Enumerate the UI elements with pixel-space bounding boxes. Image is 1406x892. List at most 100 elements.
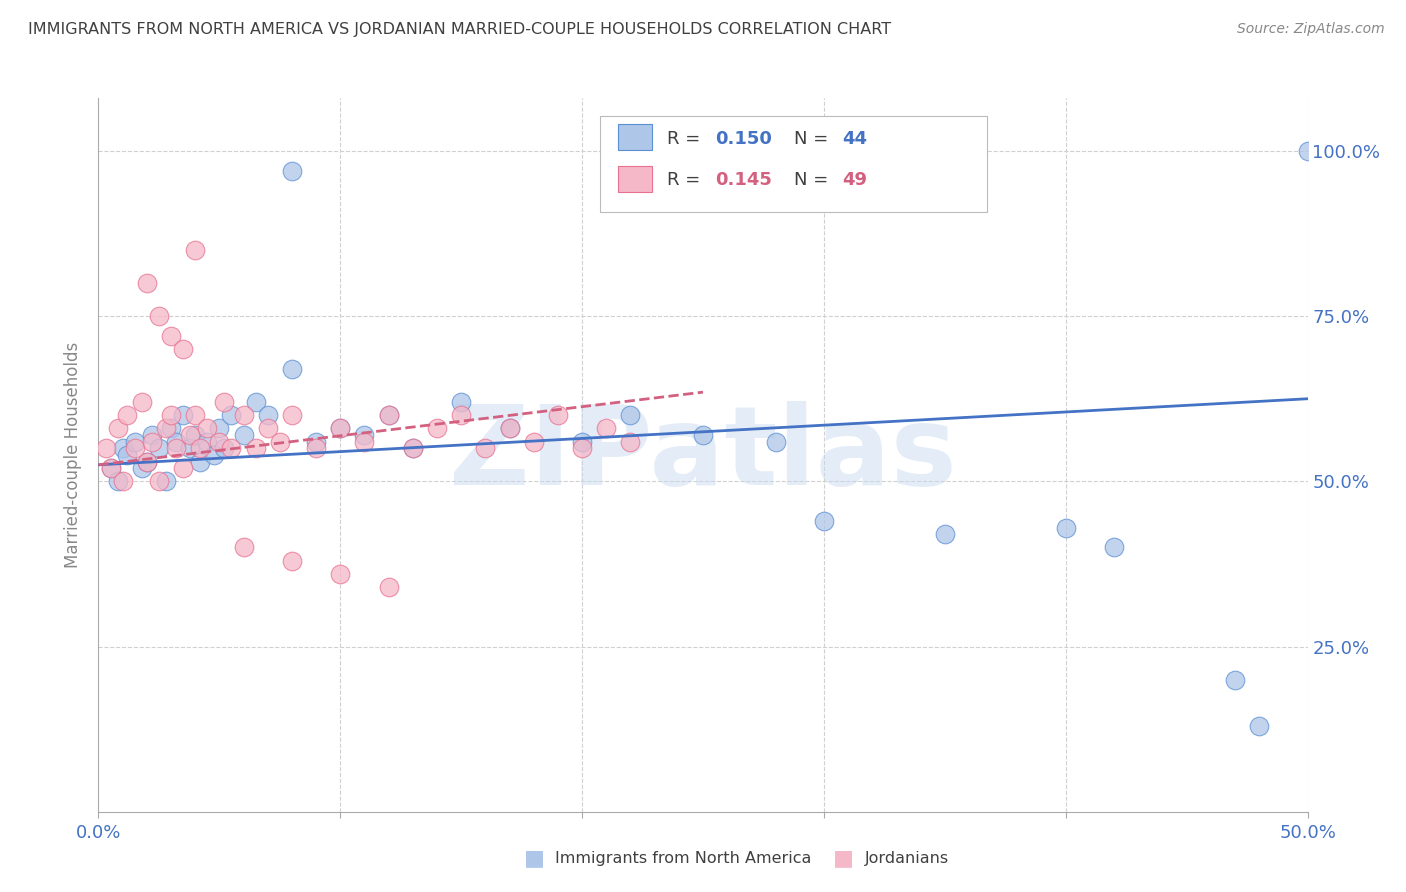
Point <box>765 434 787 449</box>
Point <box>212 395 235 409</box>
Point <box>208 434 231 449</box>
Point <box>353 434 375 449</box>
Point <box>208 421 231 435</box>
Point <box>595 421 617 435</box>
Point <box>281 409 304 423</box>
Point <box>100 461 122 475</box>
Point <box>377 580 399 594</box>
Point <box>1249 719 1271 733</box>
Point <box>221 442 243 456</box>
Point <box>148 475 170 489</box>
Point <box>111 442 134 456</box>
Text: ■: ■ <box>524 848 544 868</box>
Point <box>450 395 472 409</box>
Y-axis label: Married-couple Households: Married-couple Households <box>65 342 83 568</box>
Point <box>474 442 496 456</box>
Point <box>1054 520 1077 534</box>
Point <box>117 409 139 423</box>
Point <box>141 428 163 442</box>
Point <box>172 461 194 475</box>
Point <box>305 434 328 449</box>
FancyBboxPatch shape <box>619 166 652 193</box>
Point <box>184 409 207 423</box>
Point <box>188 442 211 456</box>
Point <box>245 395 267 409</box>
Point <box>498 421 520 435</box>
Point <box>160 409 183 423</box>
Text: Immigrants from North America: Immigrants from North America <box>555 851 811 865</box>
Point <box>179 442 201 456</box>
Point <box>117 448 139 462</box>
Point <box>111 475 134 489</box>
Point <box>172 409 194 423</box>
Point <box>426 421 449 435</box>
Point <box>184 428 207 442</box>
Point <box>329 566 352 581</box>
Point <box>155 475 177 489</box>
Point <box>692 428 714 442</box>
Point <box>281 554 304 568</box>
Point <box>402 442 425 456</box>
Text: IMMIGRANTS FROM NORTH AMERICA VS JORDANIAN MARRIED-COUPLE HOUSEHOLDS CORRELATION: IMMIGRANTS FROM NORTH AMERICA VS JORDANI… <box>28 22 891 37</box>
Point <box>329 421 352 435</box>
Point <box>165 434 187 449</box>
Point <box>141 434 163 449</box>
Point <box>281 362 304 376</box>
Point <box>571 442 593 456</box>
Text: R =: R = <box>666 130 706 148</box>
FancyBboxPatch shape <box>619 124 652 150</box>
Point <box>135 276 157 290</box>
Point <box>305 442 328 456</box>
Point <box>232 541 254 555</box>
Point <box>547 409 569 423</box>
Point <box>204 448 226 462</box>
Point <box>245 442 267 456</box>
Point <box>221 409 243 423</box>
FancyBboxPatch shape <box>600 116 987 212</box>
Point <box>172 342 194 356</box>
Point <box>269 434 291 449</box>
Point <box>523 434 546 449</box>
Point <box>329 421 352 435</box>
Point <box>256 409 278 423</box>
Point <box>377 409 399 423</box>
Point <box>619 409 641 423</box>
Point <box>160 329 183 343</box>
Point <box>619 434 641 449</box>
Point <box>179 428 201 442</box>
Point <box>131 461 153 475</box>
Text: ZIPatlas: ZIPatlas <box>449 401 957 508</box>
Point <box>402 442 425 456</box>
Point <box>195 421 218 435</box>
Point <box>232 409 254 423</box>
Point <box>1102 541 1125 555</box>
Text: 0.145: 0.145 <box>716 171 772 189</box>
Point <box>107 475 129 489</box>
Point <box>94 442 117 456</box>
Point <box>195 434 218 449</box>
Point <box>100 461 122 475</box>
Point <box>135 454 157 468</box>
Point <box>281 163 304 178</box>
Point <box>131 395 153 409</box>
Point <box>498 421 520 435</box>
Point <box>353 428 375 442</box>
Point <box>212 442 235 456</box>
Text: R =: R = <box>666 171 706 189</box>
Point <box>124 434 146 449</box>
Point <box>160 421 183 435</box>
Text: ■: ■ <box>834 848 853 868</box>
Point <box>1223 673 1246 687</box>
Text: N =: N = <box>793 171 834 189</box>
Point <box>188 454 211 468</box>
Point <box>148 442 170 456</box>
Point <box>155 421 177 435</box>
Point <box>184 243 207 257</box>
Point <box>165 442 187 456</box>
Point <box>571 434 593 449</box>
Point <box>1296 144 1319 158</box>
Text: N =: N = <box>793 130 834 148</box>
Text: 0.150: 0.150 <box>716 130 772 148</box>
Text: Source: ZipAtlas.com: Source: ZipAtlas.com <box>1237 22 1385 37</box>
Point <box>934 527 956 541</box>
